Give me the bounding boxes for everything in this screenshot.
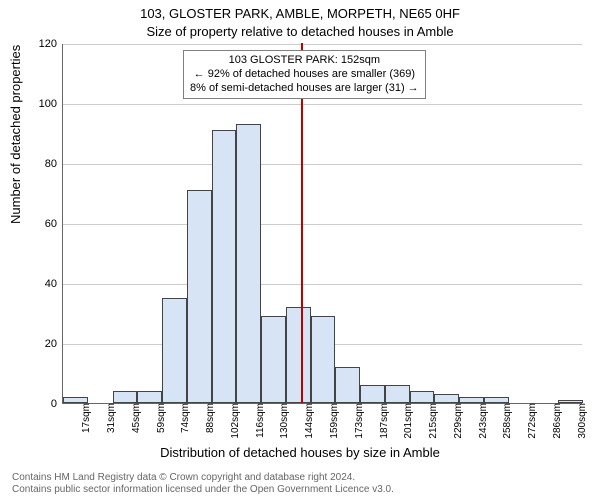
- y-tick-label: 60: [45, 218, 63, 230]
- histogram-bar: [137, 391, 162, 403]
- gridline: [63, 104, 582, 105]
- gridline: [63, 284, 582, 285]
- x-tick-label: 130sqm: [277, 403, 290, 439]
- x-tick-label: 243sqm: [476, 403, 489, 439]
- x-tick-label: 300sqm: [575, 403, 588, 439]
- footer-credits: Contains HM Land Registry data © Crown c…: [12, 472, 394, 496]
- y-tick-label: 0: [51, 398, 63, 410]
- x-tick-label: 173sqm: [352, 403, 365, 439]
- x-tick-label: 159sqm: [327, 403, 340, 439]
- x-tick-label: 17sqm: [79, 403, 92, 433]
- y-axis-label: Number of detached properties: [8, 45, 23, 224]
- x-tick-label: 31sqm: [104, 403, 117, 433]
- x-tick-label: 258sqm: [500, 403, 513, 439]
- footer-line-1: Contains HM Land Registry data © Crown c…: [12, 472, 394, 484]
- annotation-line-1: 103 GLOSTER PARK: 152sqm: [190, 54, 419, 68]
- gridline: [63, 44, 582, 45]
- histogram-bar: [286, 307, 311, 403]
- x-tick-label: 74sqm: [178, 403, 191, 433]
- annotation-line-3: 8% of semi-detached houses are larger (3…: [190, 82, 419, 96]
- y-tick-label: 80: [45, 158, 63, 170]
- title-subtitle: Size of property relative to detached ho…: [0, 24, 600, 39]
- histogram-bar: [360, 385, 385, 403]
- x-tick-label: 144sqm: [302, 403, 315, 439]
- title-address: 103, GLOSTER PARK, AMBLE, MORPETH, NE65 …: [0, 6, 600, 21]
- x-tick-label: 229sqm: [451, 403, 464, 439]
- gridline: [63, 164, 582, 165]
- x-tick-label: 187sqm: [377, 403, 390, 439]
- x-tick-label: 215sqm: [426, 403, 439, 439]
- footer-line-2: Contains public sector information licen…: [12, 484, 394, 496]
- x-tick-label: 88sqm: [203, 403, 216, 433]
- y-tick-label: 40: [45, 278, 63, 290]
- histogram-bar: [261, 316, 286, 403]
- y-tick-label: 20: [45, 338, 63, 350]
- chart-container: 103, GLOSTER PARK, AMBLE, MORPETH, NE65 …: [0, 0, 600, 500]
- x-tick-label: 45sqm: [129, 403, 142, 433]
- annotation-box: 103 GLOSTER PARK: 152sqm ← 92% of detach…: [183, 50, 426, 99]
- histogram-bar: [212, 130, 237, 403]
- y-tick-label: 100: [39, 98, 63, 110]
- histogram-bar: [236, 124, 261, 403]
- histogram-bar: [187, 190, 212, 403]
- histogram-bar: [162, 298, 187, 403]
- y-tick-label: 120: [39, 38, 63, 50]
- x-tick-label: 201sqm: [401, 403, 414, 439]
- histogram-bar: [410, 391, 435, 403]
- x-axis-label: Distribution of detached houses by size …: [0, 445, 600, 460]
- gridline: [63, 224, 582, 225]
- histogram-bar: [385, 385, 410, 403]
- histogram-bar: [113, 391, 138, 403]
- x-tick-label: 59sqm: [154, 403, 167, 433]
- histogram-bar: [335, 367, 360, 403]
- histogram-bar: [434, 394, 459, 403]
- plot-area: 02040608010012017sqm31sqm45sqm59sqm74sqm…: [62, 44, 582, 404]
- x-tick-label: 286sqm: [550, 403, 563, 439]
- x-tick-label: 272sqm: [525, 403, 538, 439]
- annotation-line-2: ← 92% of detached houses are smaller (36…: [190, 68, 419, 82]
- x-tick-label: 116sqm: [253, 403, 266, 438]
- x-tick-label: 102sqm: [228, 403, 241, 439]
- histogram-bar: [311, 316, 336, 403]
